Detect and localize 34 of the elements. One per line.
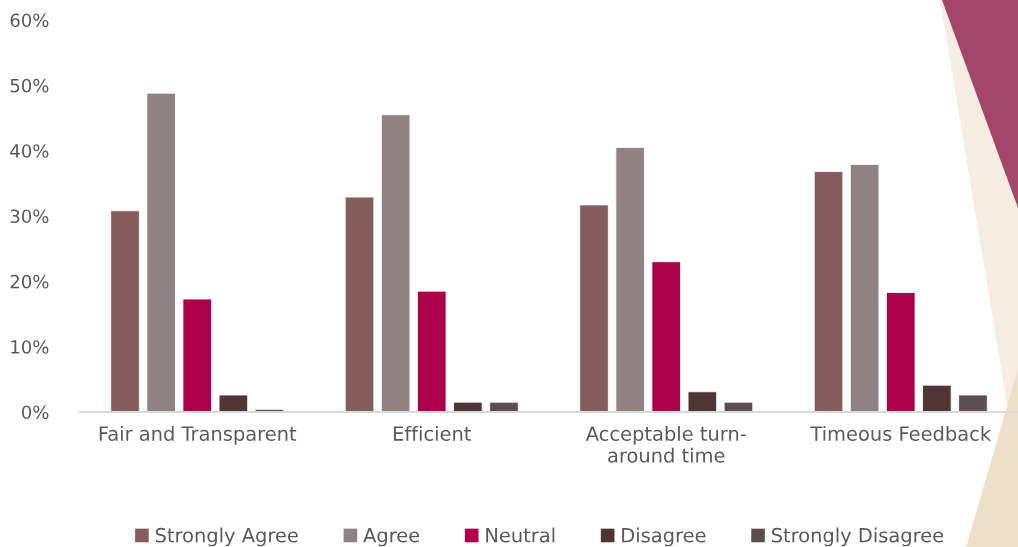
bar bbox=[579, 204, 609, 412]
x-tick-label: Fair and Transparent bbox=[99, 425, 297, 445]
bar bbox=[849, 163, 880, 412]
bar bbox=[958, 394, 988, 412]
bar bbox=[218, 394, 249, 412]
y-tick-label: 0% bbox=[21, 405, 49, 420]
bar bbox=[110, 210, 140, 412]
bar bbox=[922, 384, 952, 412]
y-tick-label: 30% bbox=[10, 209, 49, 224]
legend-label: Neutral bbox=[486, 527, 555, 543]
y-tick-label: 20% bbox=[10, 274, 49, 289]
y-tick-label: 50% bbox=[10, 78, 49, 93]
bar bbox=[886, 292, 916, 412]
x-tick-label: Efficient bbox=[393, 425, 471, 441]
bar bbox=[182, 298, 212, 412]
bar bbox=[489, 401, 519, 412]
legend-label: Strongly Disagree bbox=[771, 527, 944, 547]
y-tick-label: 10% bbox=[11, 340, 49, 354]
bar bbox=[380, 114, 411, 412]
bar bbox=[813, 171, 844, 412]
bar bbox=[146, 92, 176, 412]
bar bbox=[615, 146, 645, 412]
x-tick-label: Acceptable turn- around time bbox=[585, 425, 746, 463]
x-tick-label: Timeous Feedback bbox=[810, 425, 992, 441]
bar bbox=[344, 196, 375, 412]
legend-label: Agree bbox=[363, 528, 420, 547]
bar bbox=[417, 290, 447, 412]
legend-label: Strongly Agree bbox=[155, 527, 298, 547]
bar bbox=[651, 261, 681, 412]
legend-label: Disagree bbox=[622, 527, 706, 547]
y-tick-label: 40% bbox=[10, 144, 49, 158]
bar bbox=[453, 401, 483, 412]
y-tick-label: 60% bbox=[10, 13, 49, 28]
bar bbox=[687, 391, 718, 412]
